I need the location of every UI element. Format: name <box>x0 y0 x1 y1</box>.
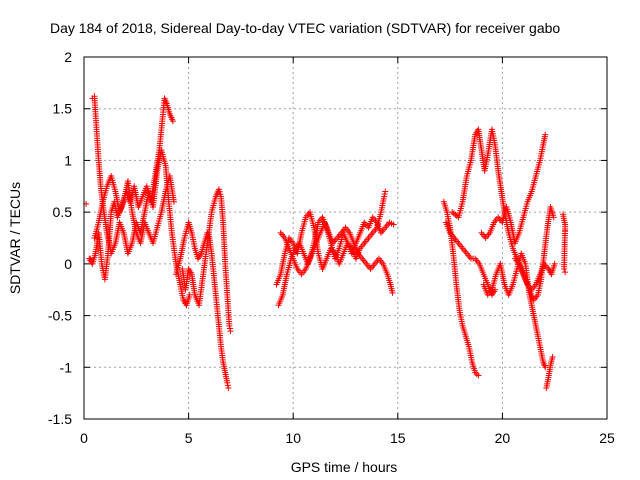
chart-title: Day 184 of 2018, Sidereal Day-to-day VTE… <box>50 20 560 36</box>
y-tick-label: 0.5 <box>53 204 73 220</box>
data-point <box>551 260 558 267</box>
x-tick-label: 25 <box>599 430 615 446</box>
y-tick-label: 2 <box>64 49 72 65</box>
data-markers <box>83 93 569 391</box>
data-point <box>186 291 193 298</box>
data-point <box>224 382 231 389</box>
data-point <box>390 221 397 228</box>
x-tick-label: 5 <box>185 430 193 446</box>
x-tick-labels: 0 5 10 15 20 25 <box>80 430 615 446</box>
data-point <box>224 379 231 386</box>
axis-ticks <box>83 56 608 420</box>
grid-lines <box>84 57 607 419</box>
data-point <box>227 328 234 335</box>
y-axis-label: SDTVAR / TECUs <box>7 182 23 294</box>
data-point <box>562 227 569 234</box>
data-point <box>550 214 557 221</box>
x-tick-label: 15 <box>390 430 406 446</box>
y-tick-label: 1 <box>64 152 72 168</box>
data-point <box>561 266 568 273</box>
y-tick-label: -1 <box>60 359 73 375</box>
x-axis-label: GPS time / hours <box>291 459 398 475</box>
data-point <box>381 191 388 198</box>
y-tick-label: -1.5 <box>48 411 72 427</box>
y-tick-label: 1.5 <box>53 101 73 117</box>
data-point <box>475 372 482 379</box>
data-point <box>549 353 556 360</box>
x-tick-label: 0 <box>80 430 88 446</box>
data-point <box>381 193 388 200</box>
data-point <box>226 322 233 329</box>
data-point <box>542 131 549 138</box>
x-tick-label: 20 <box>495 430 511 446</box>
y-tick-label: 0 <box>64 256 72 272</box>
y-tick-label: -0.5 <box>48 308 72 324</box>
data-point <box>226 325 233 332</box>
data-point <box>382 188 389 195</box>
data-point <box>170 198 177 205</box>
data-point <box>562 269 569 276</box>
y-tick-labels: -1.5 -1 -0.5 0 0.5 1 1.5 2 <box>48 49 72 427</box>
plot-frame <box>83 56 608 420</box>
data-point <box>225 384 232 391</box>
data-point <box>87 255 94 262</box>
x-tick-label: 10 <box>285 430 301 446</box>
data-point <box>169 118 176 125</box>
data-point <box>389 289 396 296</box>
